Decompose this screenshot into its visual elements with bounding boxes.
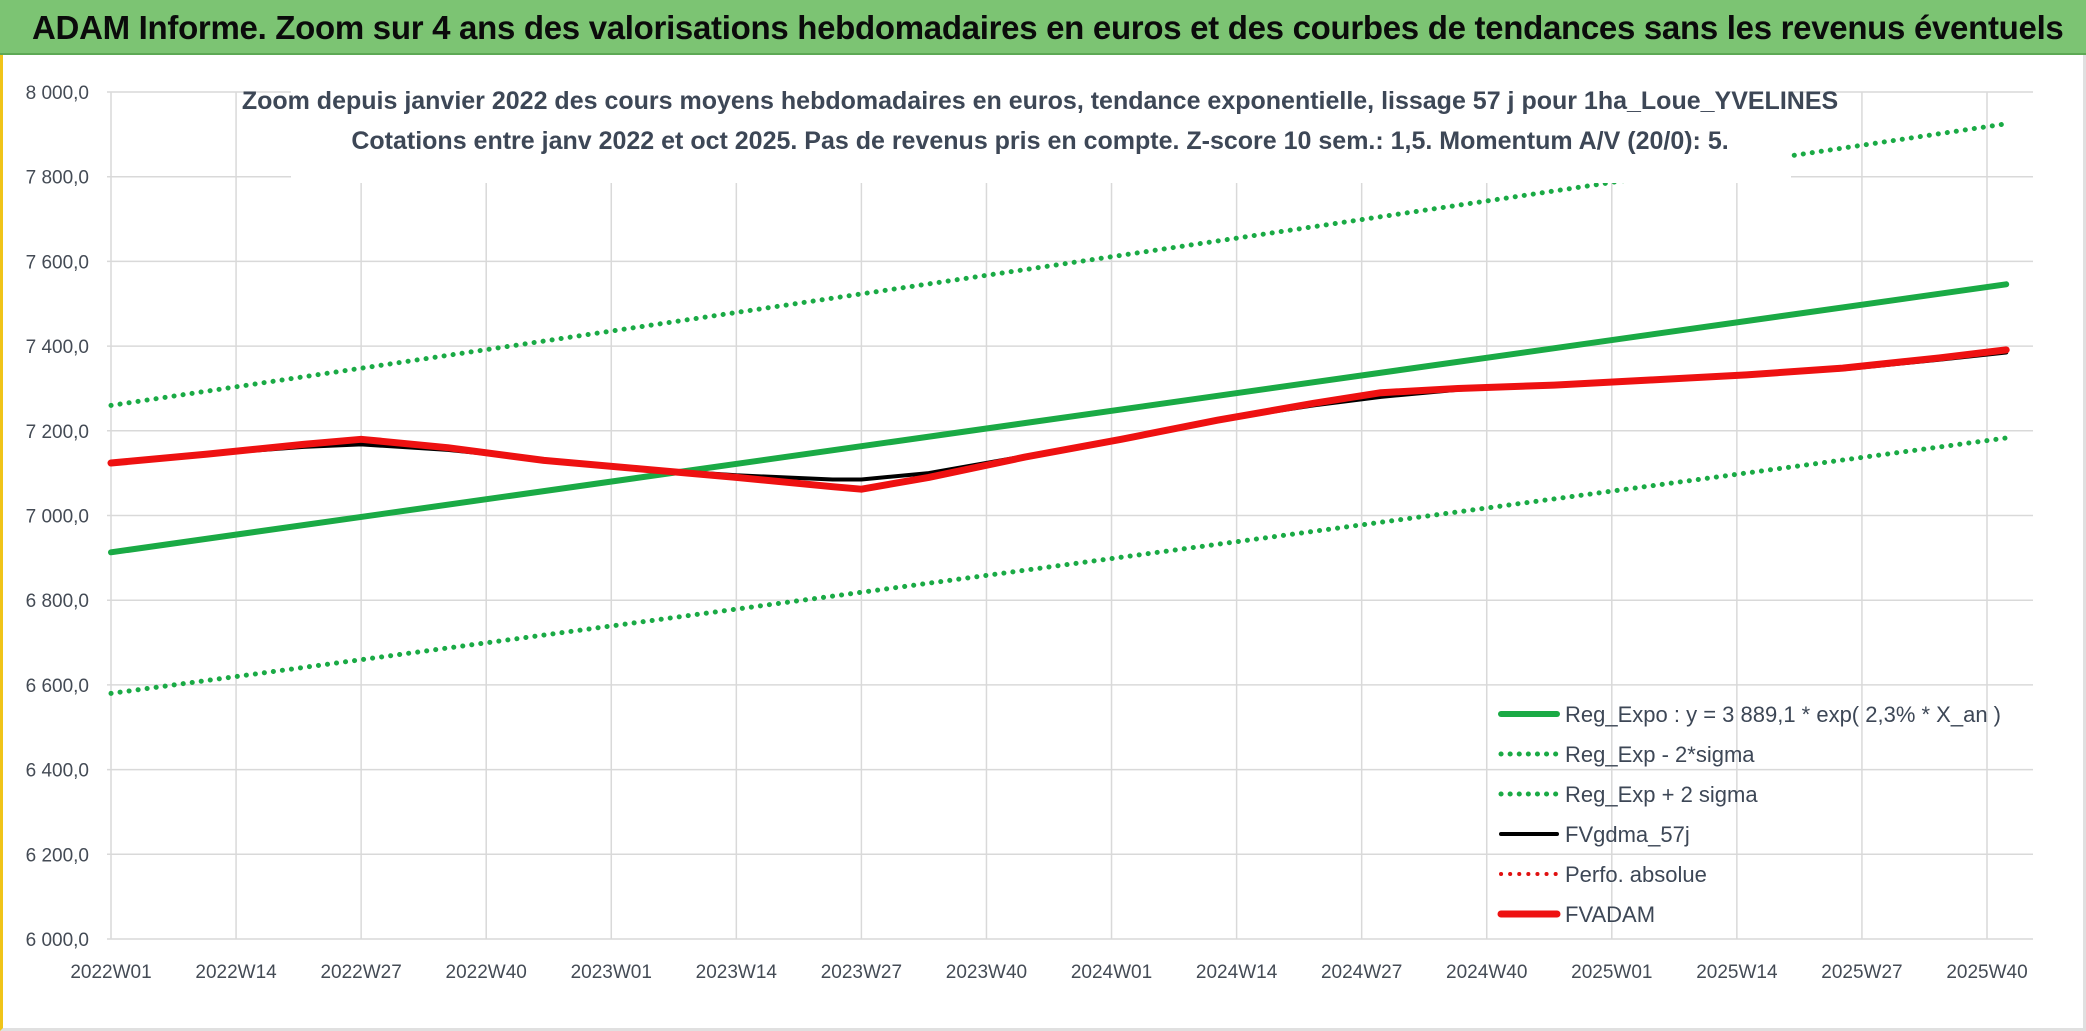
x-tick-label: 2025W40	[1946, 962, 2027, 983]
series-line-reg-expo-y-3-889-1-exp-2-3-x-an	[108, 281, 2010, 556]
y-tick-label: 7 400,0	[26, 337, 89, 358]
x-tick-label: 2022W14	[195, 962, 277, 983]
y-axis: 6 000,0 6 200,0 6 400,0 6 600,0 6 800,0 7 000…	[26, 83, 89, 951]
series-group	[107, 121, 2010, 696]
legend-label: FVgdma_57j	[1565, 822, 1690, 847]
series-line-reg-exp-2-sigma	[108, 435, 2009, 696]
title-backdrop	[291, 83, 1791, 183]
legend-label: Reg_Exp - 2*sigma	[1565, 742, 1755, 767]
x-tick-label: 2025W14	[1696, 962, 1778, 983]
y-tick-label: 6 400,0	[26, 761, 89, 782]
series-line-reg-exp-2-sigma	[108, 121, 2009, 408]
x-axis: 2022W01 2022W14 2022W27 2022W40 2023W01 2023W…	[70, 962, 2027, 983]
y-tick-label: 6 800,0	[26, 591, 89, 612]
x-tick-label: 2022W40	[446, 962, 527, 983]
legend-label: Reg_Exp + 2 sigma	[1565, 782, 1758, 807]
y-tick-label: 6 000,0	[26, 930, 89, 951]
x-tick-label: 2022W01	[70, 962, 151, 983]
y-tick-label: 7 000,0	[26, 507, 89, 528]
chart-frame: 6 000,0 6 200,0 6 400,0 6 600,0 6 800,0 7 000…	[0, 55, 2086, 1031]
y-tick-label: 8 000,0	[26, 83, 89, 104]
y-tick-label: 7 800,0	[26, 168, 89, 189]
x-tick-label: 2024W27	[1321, 962, 1402, 983]
x-tick-label: 2024W14	[1196, 962, 1278, 983]
y-tick-label: 6 600,0	[26, 676, 89, 697]
chart: 6 000,0 6 200,0 6 400,0 6 600,0 6 800,0 7 000…	[26, 83, 2033, 983]
y-tick-label: 7 200,0	[26, 422, 89, 443]
banner: ADAM Informe. Zoom sur 4 ans des valoris…	[0, 0, 2086, 55]
series-line-fvadam	[107, 346, 2010, 493]
y-tick-label: 6 200,0	[26, 845, 89, 866]
banner-title: ADAM Informe. Zoom sur 4 ans des valoris…	[32, 9, 2064, 46]
chart-subtitle: Cotations entre janv 2022 et oct 2025. P…	[351, 127, 1728, 155]
x-tick-label: 2023W40	[946, 962, 1027, 983]
x-tick-label: 2024W40	[1446, 962, 1527, 983]
x-tick-label: 2025W01	[1571, 962, 1652, 983]
legend-label: Perfo. absolue	[1565, 862, 1707, 887]
x-tick-label: 2024W01	[1071, 962, 1152, 983]
x-tick-label: 2022W27	[320, 962, 401, 983]
legend: Reg_Expo : y = 3 889,1 * exp( 2,3% * X_a…	[1497, 702, 2001, 927]
legend-label: Reg_Expo : y = 3 889,1 * exp( 2,3% * X_a…	[1565, 702, 2001, 727]
legend-label: FVADAM	[1565, 902, 1655, 927]
chart-title: Zoom depuis janvier 2022 des cours moyen…	[242, 87, 1838, 115]
y-tick-label: 7 600,0	[26, 252, 89, 273]
x-tick-label: 2023W27	[821, 962, 902, 983]
x-tick-label: 2023W01	[571, 962, 652, 983]
x-tick-label: 2025W27	[1821, 962, 1902, 983]
x-tick-label: 2023W14	[696, 962, 778, 983]
